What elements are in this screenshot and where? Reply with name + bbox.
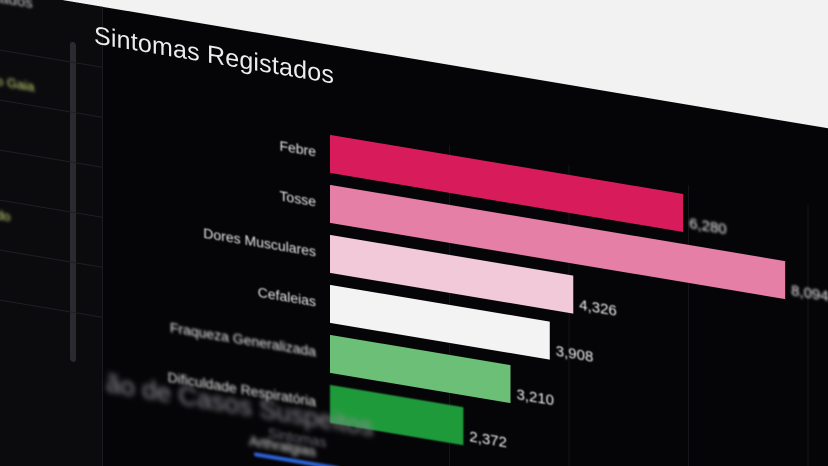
category-label: Cefaleias [258,284,316,310]
sidebar-divider [0,298,102,318]
sidebar-divider [0,98,102,118]
bar[interactable] [330,284,550,360]
category-label: Tosse [279,188,316,210]
sidebar-divider [0,198,102,218]
bar[interactable] [330,384,464,446]
value-label: 2,372 [469,428,507,451]
sidebar-divider [0,248,102,268]
sidebar-header: tados [0,0,33,13]
value-label: 4,326 [579,297,617,320]
value-label: 6,280 [689,215,727,238]
value-label: 8,094 [791,282,828,305]
sidebar-item-label[interactable]: o Gaia [0,73,35,95]
value-label: 3,908 [556,343,594,366]
chart-panel: Sintomas Registados Febre 6,280 Tosse 8,094… [94,8,828,466]
sidebar-item-label[interactable]: do [0,207,11,225]
sidebar-scrollbar[interactable] [70,41,76,363]
value-label: 3,210 [517,386,555,409]
category-label: Dores Musculares [203,225,316,260]
sidebar-divider [0,148,102,168]
category-label: Febre [279,138,316,160]
bar[interactable] [330,334,511,404]
sidebar: tados o Gaia do [0,0,103,466]
chart-svg: Febre 6,280 Tosse 8,094 Dores Musculares 4,32… [168,134,828,466]
bar[interactable] [330,134,684,232]
bar[interactable] [330,234,574,314]
bar-chart: Febre 6,280 Tosse 8,094 Dores Musculares 4,32… [108,8,828,466]
bar[interactable] [330,184,786,300]
sidebar-divider [0,48,102,68]
category-label: Fraqueza Generalizada [170,319,316,359]
